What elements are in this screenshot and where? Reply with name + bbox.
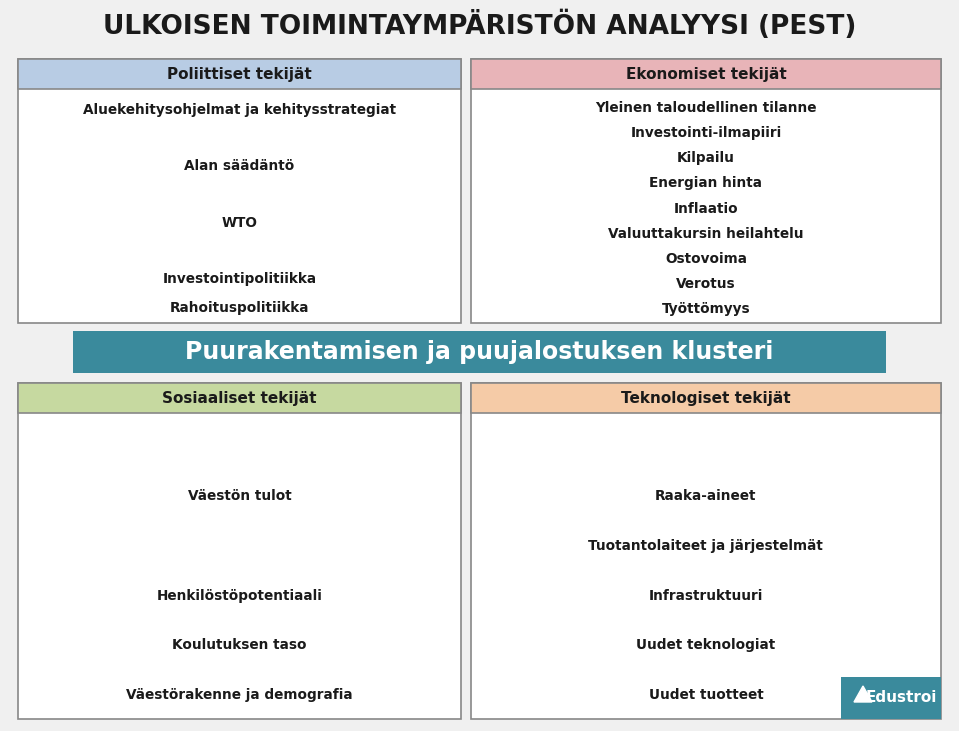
Text: Henkilöstöpotentiaali: Henkilöstöpotentiaali xyxy=(156,588,322,603)
FancyBboxPatch shape xyxy=(18,59,461,323)
Text: Energian hinta: Energian hinta xyxy=(649,176,762,190)
Text: Infrastruktuuri: Infrastruktuuri xyxy=(648,588,763,603)
FancyBboxPatch shape xyxy=(73,331,886,373)
Text: Väestön tulot: Väestön tulot xyxy=(188,490,292,504)
Text: WTO: WTO xyxy=(222,216,257,230)
Text: Ekonomiset tekijät: Ekonomiset tekijät xyxy=(625,67,786,81)
Text: Rahoituspolitiikka: Rahoituspolitiikka xyxy=(170,300,309,315)
Text: Verotus: Verotus xyxy=(676,277,736,291)
FancyBboxPatch shape xyxy=(841,677,941,719)
FancyBboxPatch shape xyxy=(471,59,941,323)
Text: Tuotantolaiteet ja järjestelmät: Tuotantolaiteet ja järjestelmät xyxy=(589,539,824,553)
FancyBboxPatch shape xyxy=(471,383,941,719)
Text: Kilpailu: Kilpailu xyxy=(677,151,735,165)
Text: Valuuttakursin heilahtelu: Valuuttakursin heilahtelu xyxy=(608,227,804,240)
FancyBboxPatch shape xyxy=(471,59,941,89)
Text: Koulutuksen taso: Koulutuksen taso xyxy=(173,638,307,653)
Text: Edustroi: Edustroi xyxy=(865,691,937,705)
Text: Väestörakenne ja demografia: Väestörakenne ja demografia xyxy=(126,688,353,702)
Text: Uudet tuotteet: Uudet tuotteet xyxy=(648,688,763,702)
Text: Työttömyys: Työttömyys xyxy=(662,302,750,316)
FancyBboxPatch shape xyxy=(18,383,461,413)
Polygon shape xyxy=(854,686,872,702)
Text: Aluekehitysohjelmat ja kehitysstrategiat: Aluekehitysohjelmat ja kehitysstrategiat xyxy=(82,103,396,117)
Text: Investointipolitiikka: Investointipolitiikka xyxy=(162,273,316,287)
FancyBboxPatch shape xyxy=(18,59,461,89)
FancyBboxPatch shape xyxy=(18,383,461,719)
Text: Inflaatio: Inflaatio xyxy=(673,202,738,216)
Text: Ostovoima: Ostovoima xyxy=(665,251,747,266)
Text: Investointi-ilmapiiri: Investointi-ilmapiiri xyxy=(630,126,782,140)
Text: ULKOISEN TOIMINTAYMPÄRISTÖN ANALYYSI (PEST): ULKOISEN TOIMINTAYMPÄRISTÖN ANALYYSI (PE… xyxy=(103,10,856,39)
Text: Alan säädäntö: Alan säädäntö xyxy=(184,159,294,173)
Text: Sosiaaliset tekijät: Sosiaaliset tekijät xyxy=(162,390,316,406)
Text: Puurakentamisen ja puujalostuksen klusteri: Puurakentamisen ja puujalostuksen kluste… xyxy=(185,340,774,364)
Text: Uudet teknologiat: Uudet teknologiat xyxy=(636,638,776,653)
Text: Teknologiset tekijät: Teknologiset tekijät xyxy=(621,390,791,406)
Text: Poliittiset tekijät: Poliittiset tekijät xyxy=(167,67,312,81)
Text: Yleinen taloudellinen tilanne: Yleinen taloudellinen tilanne xyxy=(596,101,817,115)
Text: Raaka-aineet: Raaka-aineet xyxy=(655,490,757,504)
FancyBboxPatch shape xyxy=(471,383,941,413)
